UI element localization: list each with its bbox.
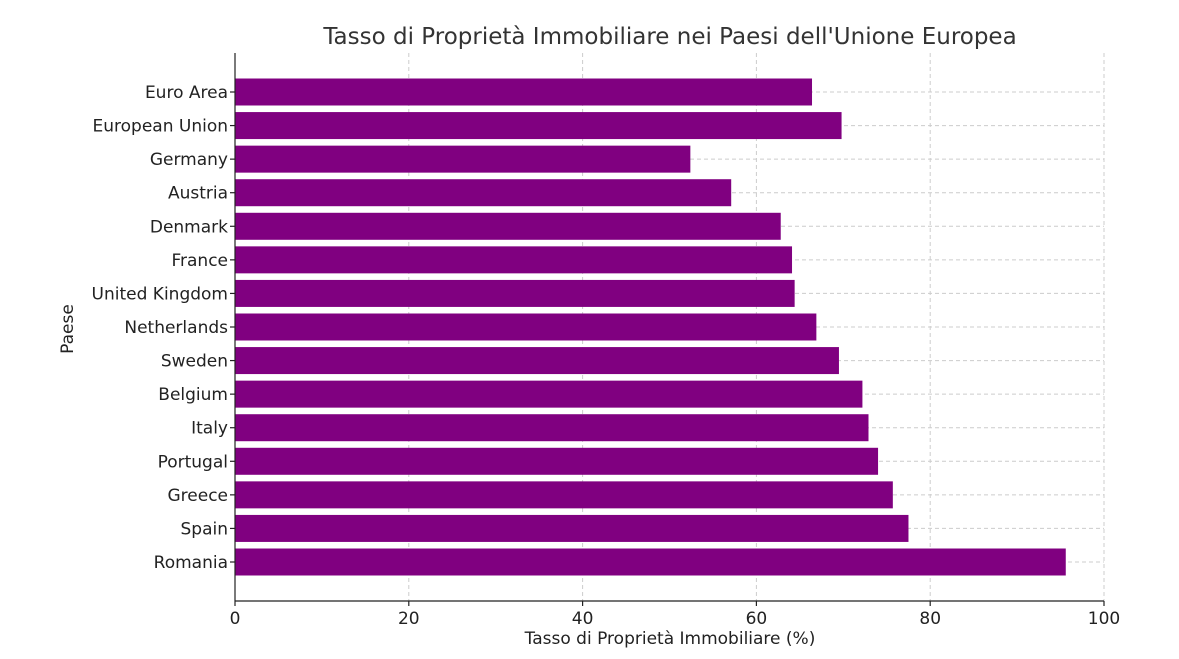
x-tick-label: 100	[1088, 609, 1120, 629]
x-tick-label: 80	[919, 609, 941, 629]
category-label: Sweden	[161, 352, 228, 372]
category-label: France	[171, 251, 228, 271]
category-label: Greece	[167, 486, 228, 506]
x-tick-label: 0	[230, 609, 241, 629]
bar-france	[235, 246, 793, 274]
bar-greece	[235, 481, 893, 509]
bar-denmark	[235, 212, 781, 240]
bar-belgium	[235, 380, 863, 408]
category-label: Italy	[191, 419, 228, 439]
x-tick-label: 20	[398, 609, 420, 629]
category-label: European Union	[93, 117, 229, 137]
category-label: Netherlands	[124, 318, 228, 338]
axes	[230, 53, 1105, 606]
bar-euro-area	[235, 78, 813, 106]
category-label: Spain	[181, 519, 229, 539]
bar-sweden	[235, 347, 839, 375]
bar-italy	[235, 414, 869, 442]
x-tick-label: 40	[572, 609, 594, 629]
bar-netherlands	[235, 313, 817, 341]
category-label: Denmark	[150, 217, 228, 237]
bar-germany	[235, 145, 691, 173]
bar-spain	[235, 514, 909, 542]
category-label: Romania	[154, 553, 228, 573]
category-label: Euro Area	[145, 83, 228, 103]
bar-united-kingdom	[235, 279, 795, 307]
labels: Euro Area European Union Germany Austria Den…	[92, 83, 1121, 629]
category-label: Portugal	[158, 452, 228, 472]
bar-austria	[235, 179, 732, 207]
x-axis-label: Tasso di Proprietà Immobiliare (%)	[524, 629, 816, 649]
y-axis-label: Paese	[58, 304, 78, 354]
chart-title: Tasso di Proprietà Immobiliare nei Paesi…	[322, 24, 1016, 50]
x-tick-label: 60	[746, 609, 768, 629]
category-label: Austria	[168, 184, 228, 204]
bars	[235, 78, 1066, 576]
category-label: Belgium	[158, 385, 228, 405]
bar-european-union	[235, 112, 842, 140]
category-label: United Kingdom	[92, 284, 228, 304]
category-label: Germany	[150, 150, 228, 170]
bar-romania	[235, 548, 1066, 576]
bar-portugal	[235, 447, 879, 475]
